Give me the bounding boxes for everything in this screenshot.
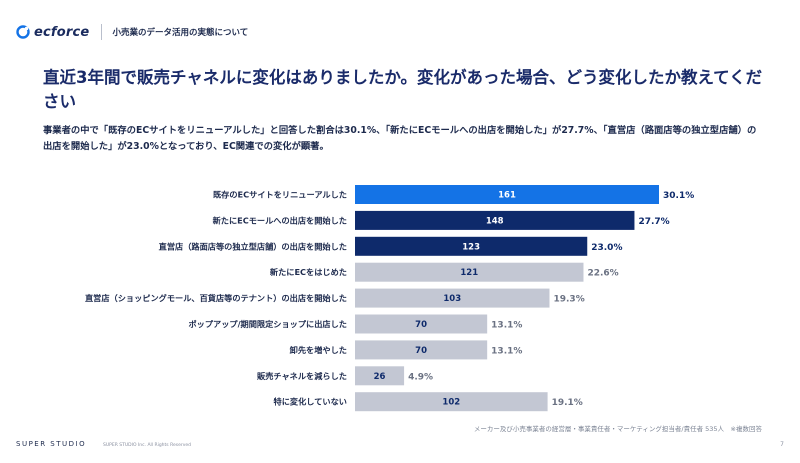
percent-label: 19.1% bbox=[552, 398, 583, 408]
bar-value-label: 102 bbox=[442, 398, 460, 408]
header-divider bbox=[101, 24, 103, 40]
section-label: 小売業のデータ活用の実態について bbox=[112, 28, 249, 38]
percent-label: 30.1% bbox=[663, 191, 694, 201]
category-label: 卸先を増やした bbox=[290, 345, 347, 355]
bar-value-label: 161 bbox=[498, 191, 516, 201]
page-title: 直近3年間で販売チャネルに変化はありましたか。変化があった場合、どう変化したか教… bbox=[43, 68, 763, 111]
bar bbox=[355, 392, 548, 412]
category-label: 直営店（ショッピングモール、百貨店等のテナント）の出店を開始した bbox=[85, 293, 347, 303]
logo-text: ecforce bbox=[34, 24, 90, 40]
bar-value-label: 103 bbox=[443, 294, 461, 304]
percent-label: 13.1% bbox=[491, 321, 522, 331]
bar-value-label: 70 bbox=[415, 320, 427, 330]
bar-value-label: 123 bbox=[462, 242, 480, 252]
footer-copyright: SUPER STUDIO Inc. All Rights Reserved bbox=[103, 443, 192, 448]
bar-value-label: 26 bbox=[374, 372, 386, 382]
percent-label: 22.6% bbox=[587, 269, 618, 279]
percent-label: 4.9% bbox=[408, 372, 433, 382]
percent-label: 27.7% bbox=[638, 217, 669, 227]
category-label: 既存のECサイトをリニューアルした bbox=[213, 190, 347, 200]
logo: ecforce bbox=[16, 25, 89, 40]
bar bbox=[355, 288, 550, 308]
bar bbox=[355, 366, 405, 386]
footer-brand: SUPER STUDIO bbox=[16, 440, 87, 448]
category-label: 特に変化していない bbox=[274, 397, 347, 407]
bar bbox=[355, 314, 488, 334]
header: ecforce 小売業のデータ活用の実態について bbox=[16, 22, 248, 42]
category-label: 直営店（路面店等の独立型店舗）の出店を開始した bbox=[159, 241, 347, 251]
bar-value-label: 148 bbox=[486, 216, 504, 226]
bar bbox=[355, 236, 588, 256]
bar-value-label: 70 bbox=[415, 346, 427, 356]
bar bbox=[355, 185, 659, 204]
page-number: 7 bbox=[780, 441, 784, 448]
category-label: ポップアップ/期間限定ショップに出店した bbox=[188, 319, 347, 329]
bar-value-label: 121 bbox=[460, 268, 478, 278]
footnote: メーカー及び小売事業者の経営層・事業責任者・マーケティング担当者/責任者 535… bbox=[473, 425, 762, 433]
category-label: 新たにECモールへの出店を開始した bbox=[213, 215, 347, 225]
percent-label: 19.3% bbox=[553, 295, 584, 305]
category-label: 新たにECをはじめた bbox=[270, 267, 347, 277]
summary-text: 事業者の中で「既存のECサイトをリニューアルした」と回答した割合は30.1%、「… bbox=[43, 125, 757, 152]
bar bbox=[355, 340, 488, 360]
percent-label: 23.0% bbox=[591, 243, 622, 253]
category-label: 販売チャネルを減らした bbox=[257, 371, 347, 381]
bar bbox=[355, 262, 584, 282]
ecforce-logo-icon bbox=[16, 25, 30, 39]
percent-label: 13.1% bbox=[491, 346, 522, 356]
bar bbox=[355, 210, 635, 230]
